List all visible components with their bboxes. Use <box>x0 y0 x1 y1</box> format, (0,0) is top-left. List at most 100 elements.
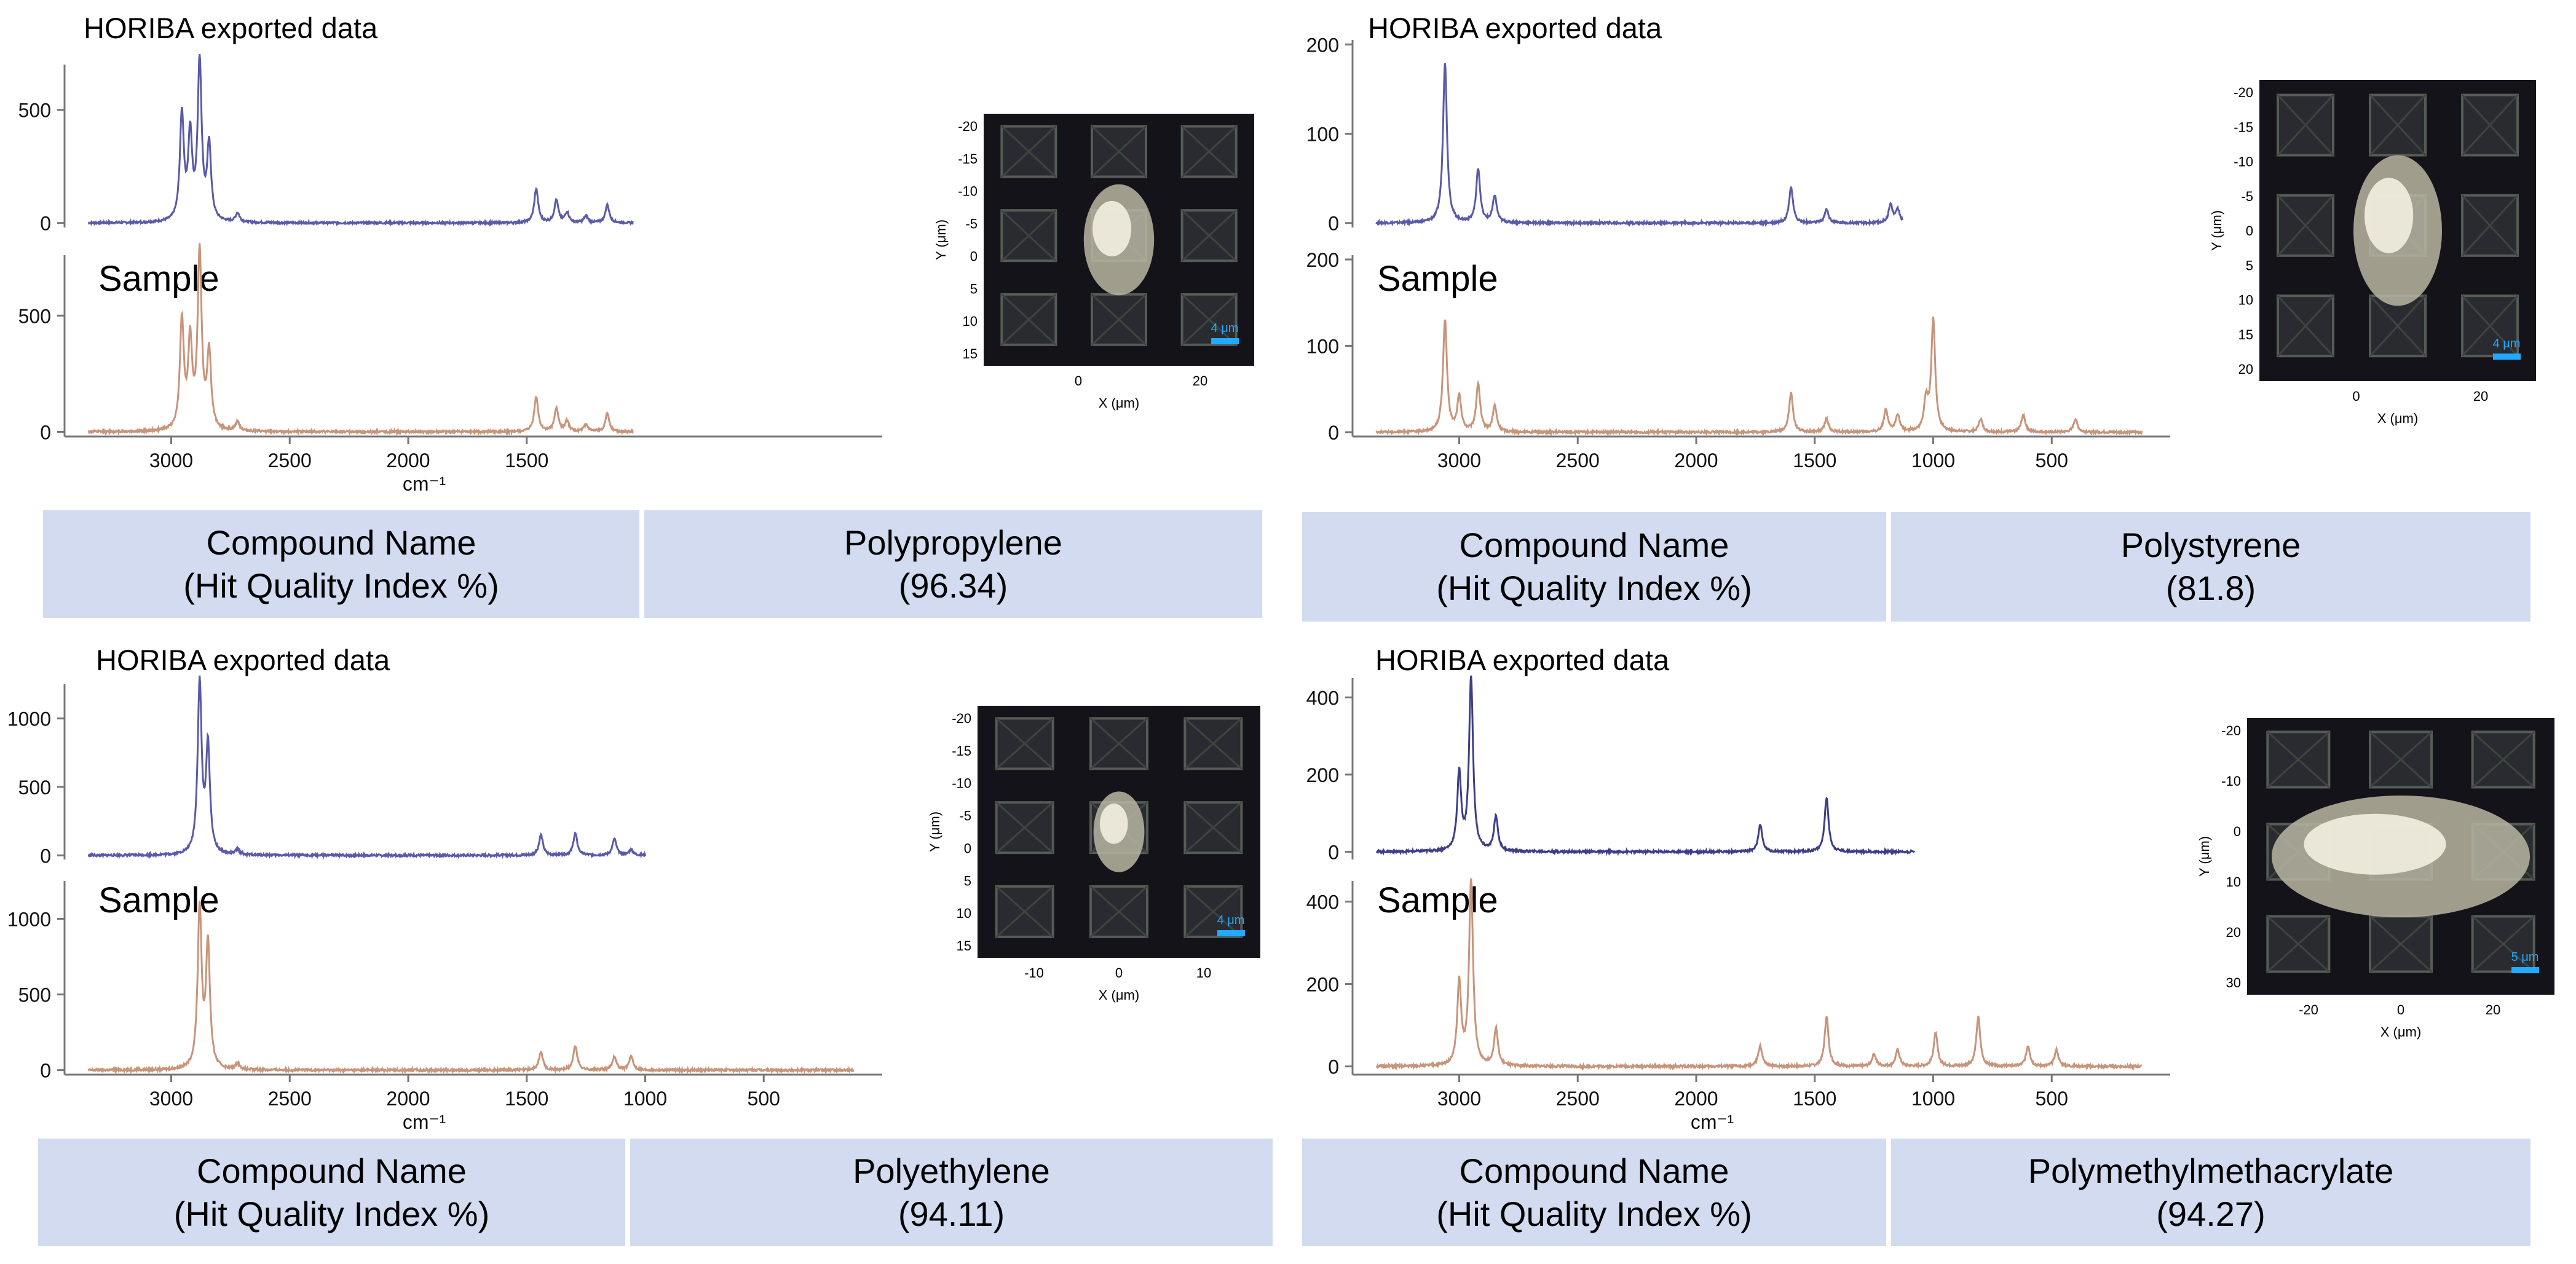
compound-name: Polyethylene <box>853 1151 1050 1190</box>
y-tick-label: 200 <box>1306 249 1339 271</box>
map-y-tick-label: -10 <box>958 184 978 199</box>
map-y-tick-label: 0 <box>2246 223 2253 239</box>
sample-spectrum-line <box>1376 878 2142 1072</box>
scale-bar-label: 4 μm <box>2493 337 2521 350</box>
reference-spectrum-line <box>87 53 634 227</box>
x-tick-label: 500 <box>2036 1088 2068 1110</box>
filter-well-diagonal <box>995 717 1054 770</box>
compound-name: Polystyrene <box>2120 526 2301 564</box>
x-tick-label: 3000 <box>1437 1088 1481 1110</box>
result-table-polypropylene: Compound Name (Hit Quality Index %) Poly… <box>43 510 1262 618</box>
filter-well-diagonal <box>2267 915 2330 973</box>
map-x-tick-label: -10 <box>1024 965 1044 981</box>
filter-well-diagonal <box>2369 94 2427 156</box>
map-y-tick-label: 15 <box>2238 327 2253 342</box>
scale-bar-label: 4 μm <box>1211 322 1239 335</box>
map-y-tick-label: -5 <box>965 216 978 232</box>
filter-well-diagonal <box>1090 885 1148 938</box>
y-tick-label: 0 <box>1328 1056 1339 1078</box>
x-tick-label: 2000 <box>1674 1088 1718 1110</box>
map-y-axis-label: Y (μm) <box>933 219 949 260</box>
y-tick-label: 200 <box>1306 34 1339 56</box>
map-y-tick-label: 10 <box>963 314 978 329</box>
microscope-map: 4 μm -20 -15 -10 -5 0 5 10 15 20 0 20 X (μm) Y (μm) <box>2209 80 2536 426</box>
filter-well-diagonal <box>2461 295 2519 357</box>
sample-spectrum-line <box>87 243 634 436</box>
panel-header: HORIBA exported data <box>84 12 378 44</box>
panel-header: HORIBA exported data <box>1375 644 1670 676</box>
map-y-tick-label: -15 <box>958 151 978 167</box>
sample-spectrum-line <box>1375 316 2143 436</box>
x-axis-label: cm⁻¹ <box>403 473 446 495</box>
y-tick-label: 200 <box>1306 764 1339 786</box>
filter-well-diagonal <box>2277 94 2334 156</box>
microscope-map: 4 μm -20 -15 -10 -5 0 5 10 15 -10 0 10 X (μm) Y (μm) <box>927 706 1260 1003</box>
x-tick-label: 500 <box>2036 449 2068 472</box>
panel-header: HORIBA exported data <box>96 644 390 676</box>
y-tick-label: 0 <box>1328 841 1339 863</box>
scale-bar <box>2511 967 2539 973</box>
compound-label-line1: Compound Name <box>197 1151 467 1190</box>
panel-polymethylmethacrylate: HORIBA exported data 0 200 400 Sample 0 200… <box>1288 632 2576 1264</box>
filter-well-diagonal <box>1001 125 1057 178</box>
map-y-tick-label: -15 <box>952 743 971 759</box>
y-tick-label: 0 <box>40 421 51 443</box>
map-y-tick-label: -10 <box>2234 154 2253 170</box>
compound-result-cell: Polymethylmethacrylate (94.27) <box>1891 1139 2531 1246</box>
compound-result-cell: Polypropylene (96.34) <box>644 510 1262 618</box>
x-tick-label: 1000 <box>1911 1088 1955 1110</box>
filter-well-diagonal <box>2471 731 2535 788</box>
panel-polypropylene: HORIBA exported data 0 500 Sample 0 500 300… <box>0 0 1288 632</box>
sample-spectrum-plot: 0 500 3000 2500 2000 1500 cm⁻¹ <box>18 243 882 495</box>
x-tick-label: 1000 <box>1911 449 1955 472</box>
compound-result-cell: Polyethylene (94.11) <box>630 1139 1273 1246</box>
result-table-polymethylmethacrylate: Compound Name (Hit Quality Index %) Poly… <box>1302 1139 2531 1246</box>
y-tick-label: 100 <box>1306 124 1339 146</box>
sample-spectrum-plot: 0 200 400 3000 2500 2000 1500 1000 500 cm⁻¹ <box>1306 878 2170 1133</box>
y-tick-label: 0 <box>1328 213 1339 235</box>
map-y-axis-label: Y (μm) <box>2209 210 2224 251</box>
hit-quality-index: (94.27) <box>2156 1194 2266 1233</box>
scale-bar <box>2493 354 2521 360</box>
reference-spectrum-line <box>1375 675 1916 856</box>
compound-label-line1: Compound Name <box>206 523 476 562</box>
map-y-tick-label: 5 <box>964 873 971 888</box>
map-x-axis-label: X (μm) <box>2380 1024 2421 1040</box>
filter-well-diagonal <box>2461 194 2519 256</box>
x-tick-label: 2500 <box>268 1088 312 1110</box>
x-tick-label: 3000 <box>149 449 193 472</box>
filter-well-diagonal <box>1091 293 1147 346</box>
map-y-tick-label: 5 <box>2246 258 2253 273</box>
sample-spectrum-plot: 0 500 1000 3000 2500 2000 1500 1000 500 cm⁻¹ <box>7 881 882 1133</box>
x-tick-label: 1500 <box>505 1088 548 1110</box>
y-tick-label: 500 <box>18 305 51 327</box>
microscope-map: 5 μm -20 -10 0 10 20 30 -20 0 20 X (μm) Y (μm) <box>2197 718 2554 1040</box>
map-y-tick-label: 20 <box>2226 925 2241 940</box>
x-tick-label: 2000 <box>1674 449 1718 472</box>
map-y-axis-label: Y (μm) <box>2197 836 2212 877</box>
hit-quality-index: (94.11) <box>898 1194 1005 1233</box>
filter-well-diagonal <box>1184 885 1243 938</box>
map-x-axis-label: X (μm) <box>2377 411 2418 426</box>
filter-well-diagonal <box>2369 295 2427 357</box>
filter-well-diagonal <box>1181 125 1237 178</box>
map-x-tick-label: 20 <box>1193 373 1207 389</box>
map-x-tick-label: 20 <box>2473 389 2488 404</box>
map-y-tick-label: 0 <box>970 248 978 264</box>
map-x-axis-label: X (μm) <box>1099 395 1139 411</box>
map-y-tick-label: 15 <box>963 346 978 361</box>
compound-label-line1: Compound Name <box>1459 1151 1729 1190</box>
map-y-tick-label: 10 <box>2226 874 2241 890</box>
filter-well-diagonal <box>1001 293 1057 346</box>
map-y-tick-label: -15 <box>2234 119 2253 135</box>
filter-well-diagonal <box>995 885 1054 938</box>
compound-label-cell: Compound Name (Hit Quality Index %) <box>43 510 639 618</box>
y-tick-label: 0 <box>40 845 51 867</box>
y-tick-label: 500 <box>18 984 51 1006</box>
y-tick-label: 0 <box>1328 422 1339 444</box>
x-tick-label: 1500 <box>505 449 548 472</box>
x-axis-label: cm⁻¹ <box>403 1111 446 1133</box>
filter-well-diagonal <box>1001 210 1057 262</box>
map-y-tick-label: -20 <box>2221 723 2241 738</box>
reference-spectrum-plot: 0 100 200 <box>1306 34 1903 235</box>
